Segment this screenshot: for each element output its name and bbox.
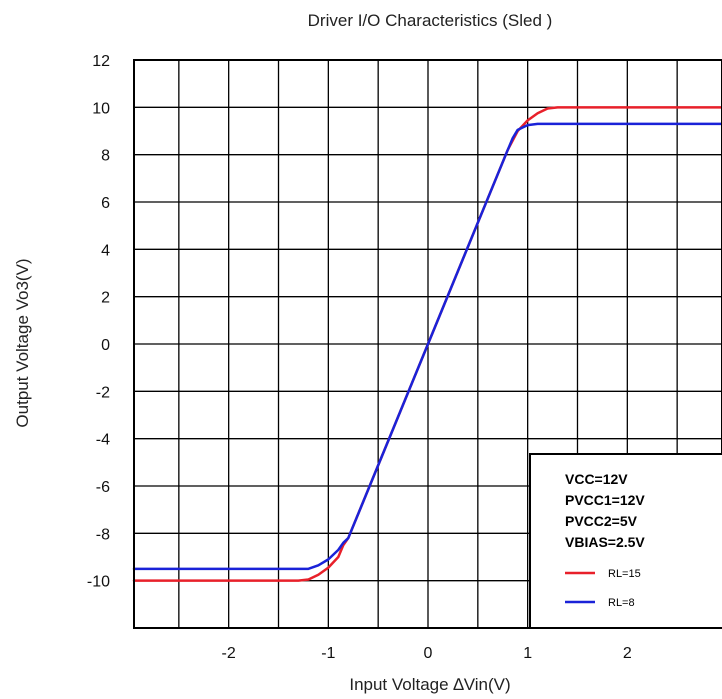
y-tick-label: -4 xyxy=(96,432,110,449)
legend-label-rl15: RL=15 xyxy=(608,568,641,580)
x-tick-label: 0 xyxy=(424,645,433,662)
condition-pvcc1: PVCC1=12V xyxy=(565,492,645,508)
x-tick-label: 2 xyxy=(623,645,632,662)
condition-vbias: VBIAS=2.5V xyxy=(565,534,645,550)
y-tick-label: 10 xyxy=(92,100,110,117)
y-tick-label: 6 xyxy=(101,195,110,212)
legend-label-rl8: RL=8 xyxy=(608,597,635,609)
y-tick-labels: -10 -8 -6 -4 -2 0 2 4 6 8 10 12 xyxy=(87,53,110,591)
y-tick-label: -6 xyxy=(96,479,110,496)
condition-pvcc2: PVCC2=5V xyxy=(565,513,638,529)
y-tick-label: 8 xyxy=(101,148,110,165)
x-tick-label: 1 xyxy=(523,645,532,662)
y-tick-label: 0 xyxy=(101,337,110,354)
legend-box xyxy=(529,453,722,629)
plot-border xyxy=(133,59,722,629)
series-line-rl8 xyxy=(132,122,722,571)
chart-title: Driver I/O Characteristics (Sled ) xyxy=(308,11,553,30)
y-tick-label: 2 xyxy=(101,290,110,307)
series-lines xyxy=(132,106,722,582)
x-tick-label: -2 xyxy=(222,645,236,662)
x-tick-labels: -2 -1 0 1 2 xyxy=(222,645,632,662)
legend: VCC=12V PVCC1=12V PVCC2=5V VBIAS=2.5V RL… xyxy=(529,453,722,629)
y-tick-label: 12 xyxy=(92,53,110,70)
x-tick-label: -1 xyxy=(321,645,335,662)
y-tick-label: -10 xyxy=(87,574,110,591)
condition-vcc: VCC=12V xyxy=(565,471,628,487)
y-tick-label: 4 xyxy=(101,242,110,259)
y-tick-label: -8 xyxy=(96,526,110,543)
y-tick-label: -2 xyxy=(96,384,110,401)
y-axis-label: Output Voltage Vo3(V) xyxy=(13,258,32,427)
x-axis-label: Input Voltage ∆Vin(V) xyxy=(349,675,510,694)
